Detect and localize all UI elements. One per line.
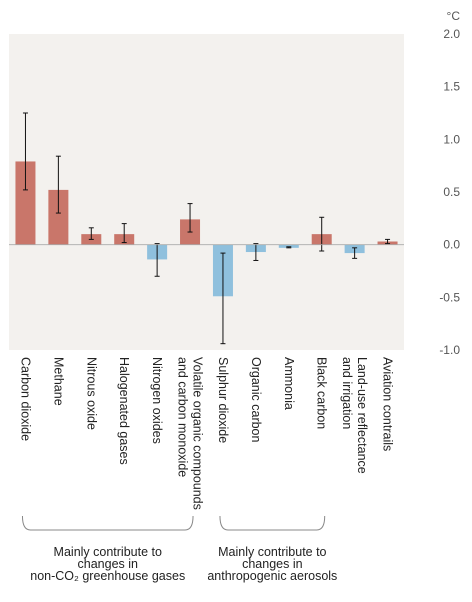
error-bar-11 (385, 238, 391, 245)
group-label-line: Mainly contribute to (54, 545, 162, 559)
error-bar-3 (121, 223, 127, 244)
category-label-line: Carbon dioxide (18, 357, 32, 441)
group-bracket-1 (219, 515, 326, 531)
group-bracket-0 (21, 515, 194, 531)
category-label-line: Organic carbon (249, 357, 263, 443)
category-label-9: Black carbon (315, 357, 329, 429)
bar-1 (48, 189, 69, 245)
category-label-line: Aviation contrails (381, 357, 395, 451)
category-labels: Carbon dioxide Methane Nitrous oxide Haloge… (18, 357, 394, 510)
error-bar-2 (88, 227, 94, 240)
category-label-10: Land-use reflectanceand irrigation (340, 357, 369, 474)
y-tick-label: 1.5 (443, 80, 460, 94)
error-bar-4 (154, 243, 160, 277)
category-label-line: Halogenated gases (117, 357, 131, 465)
group-label-line: non-CO₂ greenhouse gases (30, 569, 185, 583)
category-label-0: Carbon dioxide (18, 357, 32, 441)
error-bar-1 (55, 155, 61, 214)
error-bar-7 (253, 243, 259, 261)
category-label-line: and irrigation (340, 357, 354, 429)
error-bar-9 (319, 216, 325, 252)
bar-8 (278, 244, 299, 248)
bar-0 (15, 161, 36, 245)
category-label-line: Sulphur dioxide (216, 357, 230, 443)
y-axis: -1.0 -0.5 0.0 0.5 1.0 1.5 2.0 (439, 27, 460, 357)
category-label-line: Volatile organic compounds (191, 357, 205, 510)
category-label-11: Aviation contrails (381, 357, 395, 451)
error-bar-6 (220, 252, 226, 345)
group-brackets: Mainly contribute to changes in non-CO₂ gr… (21, 515, 337, 583)
y-tick-label: -1.0 (439, 343, 460, 357)
category-label-2: Nitrous oxide (84, 357, 98, 430)
category-label-4: Nitrogen oxides (150, 357, 164, 444)
y-axis-unit: °C (447, 9, 461, 23)
category-label-line: Nitrogen oxides (150, 357, 164, 444)
y-tick-label: 2.0 (443, 27, 460, 41)
category-label-7: Organic carbon (249, 357, 263, 443)
category-label-line: Ammonia (282, 357, 296, 410)
error-bar-10 (352, 247, 358, 259)
group-label-0: Mainly contribute to changes in non-CO₂ gr… (30, 545, 185, 583)
category-label-8: Ammonia (282, 357, 296, 410)
group-label-line: changes in (242, 557, 303, 571)
y-tick-label: 0.5 (443, 185, 460, 199)
error-bars-layer (22, 112, 391, 345)
category-label-line: Methane (51, 357, 65, 406)
category-label-3: Halogenated gases (117, 357, 131, 465)
y-tick-label: -0.5 (439, 290, 460, 304)
group-label-line: anthropogenic aerosols (207, 569, 337, 583)
category-label-line: Land-use reflectance (355, 357, 369, 474)
error-bar-5 (187, 203, 193, 233)
y-tick-label: 1.0 (443, 132, 460, 146)
category-label-line: Black carbon (315, 357, 329, 429)
category-label-line: Nitrous oxide (84, 357, 98, 430)
error-bar-8 (286, 246, 292, 249)
category-label-6: Sulphur dioxide (216, 357, 230, 443)
error-bar-0 (22, 112, 28, 191)
group-label-1: Mainly contribute to changes in anthropoge… (207, 545, 337, 583)
group-label-line: Mainly contribute to (218, 545, 326, 559)
plot-background (9, 34, 404, 350)
group-label-line: changes in (78, 557, 139, 571)
category-label-1: Methane (51, 357, 65, 406)
y-tick-label: 0.0 (443, 238, 460, 252)
category-label-line: and carbon monoxide (176, 357, 190, 477)
category-label-5: Volatile organic compoundsand carbon mon… (176, 357, 205, 510)
